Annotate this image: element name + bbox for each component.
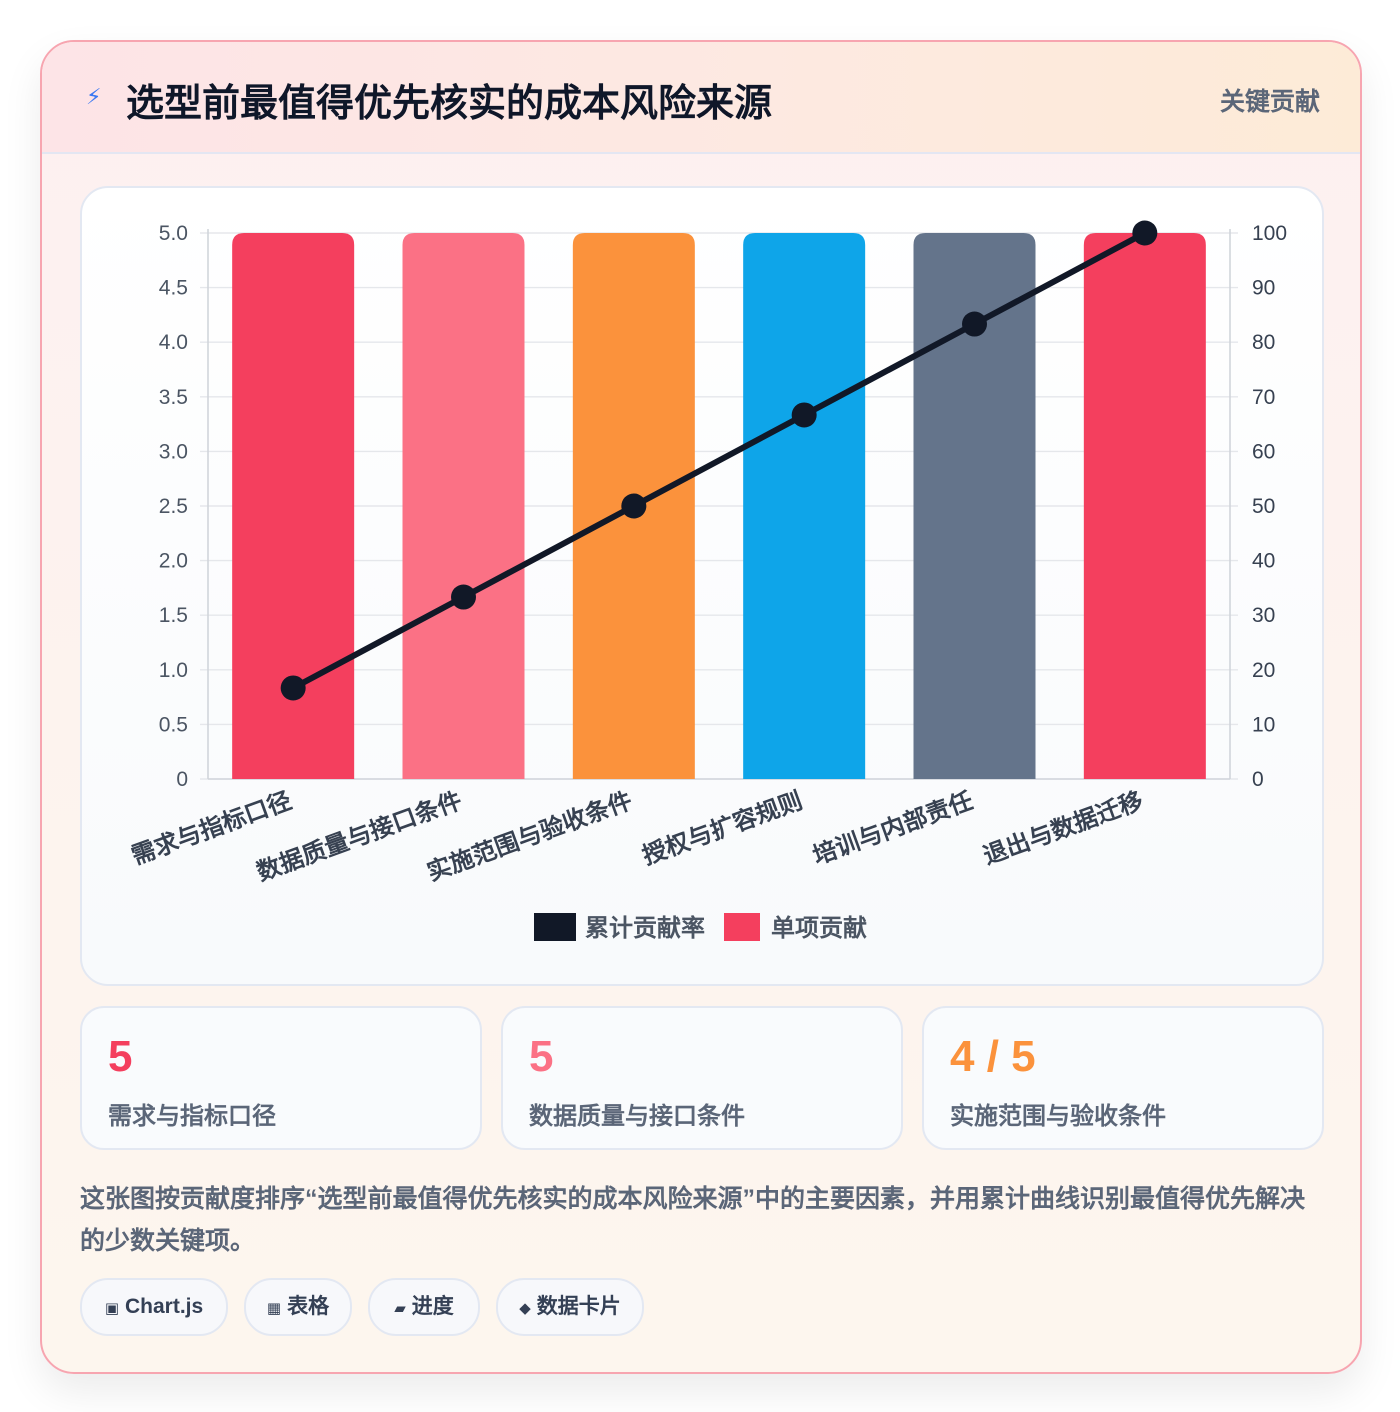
stat-value: 5 (529, 1032, 554, 1081)
bar (402, 233, 525, 779)
chart-panel: 0 0 0.5 10 1.0 20 1.5 30 2.0 40 2.5 50 3.0 60 3.5 70 4.0… (80, 186, 1324, 986)
y-tick-left: 1.5 (159, 604, 188, 627)
progress-icon: ▰ (394, 1300, 406, 1317)
legend-label-cumulative: 累计贡献率 (585, 914, 705, 942)
bar (1083, 233, 1206, 779)
y-tick-left: 3.5 (159, 386, 188, 409)
stat-card-2: 5 数据质量与接口条件 (501, 1006, 903, 1150)
y-tick-right: 80 (1252, 331, 1275, 354)
x-tick-label: 培训与内部责任 (809, 786, 976, 870)
stat-label: 需求与指标口径 (108, 1103, 276, 1130)
chip-chartjs[interactable]: ▣ Chart.js (80, 1278, 228, 1336)
x-tick-label: 授权与扩容规则 (639, 786, 806, 870)
diamond-icon: ◆ (519, 1300, 531, 1317)
y-tick-right: 50 (1252, 495, 1275, 518)
chart-card: ⚡ 选型前最值得优先核实的成本风险来源 关键贡献 0 0 0.5 10 1.0 20 1.5… (40, 40, 1362, 1374)
legend-swatch-cumulative (534, 913, 576, 941)
chip-progress[interactable]: ▰ 进度 (368, 1278, 480, 1336)
y-tick-right: 40 (1252, 550, 1275, 573)
y-tick-left: 5.0 (159, 222, 188, 245)
stat-label: 实施范围与验收条件 (950, 1103, 1166, 1130)
y-tick-left: 4.5 (159, 277, 188, 300)
cumulative-point (962, 311, 987, 337)
cumulative-point (280, 675, 306, 701)
cumulative-line (291, 230, 1147, 691)
cumulative-point (791, 402, 817, 428)
y-tick-left: 3.0 (159, 440, 188, 463)
stat-card-3: 4 / 5 实施范围与验收条件 (922, 1006, 1324, 1150)
stat-value: 4 / 5 (950, 1032, 1036, 1081)
cumulative-point (1132, 220, 1158, 246)
header-badge: 关键贡献 (1219, 88, 1320, 116)
stat-label: 数据质量与接口条件 (529, 1103, 745, 1130)
stat-card-1: 5 需求与指标口径 (80, 1006, 482, 1150)
chip-label: 数据卡片 (536, 1295, 621, 1318)
bar (232, 233, 355, 779)
y-tick-left: 4.0 (159, 331, 188, 354)
chip-label: Chart.js (125, 1295, 204, 1318)
y-tick-right: 10 (1252, 713, 1275, 736)
pareto-chart: 0 0 0.5 10 1.0 20 1.5 30 2.0 40 2.5 50 3.0 60 3.5 70 4.0… (128, 220, 1287, 942)
bolt-icon: ⚡ (86, 84, 102, 109)
card-header: ⚡ 选型前最值得优先核实的成本风险来源 关键贡献 (42, 42, 1360, 154)
y-tick-left: 1.0 (159, 659, 188, 682)
chart-icon: ▣ (104, 1300, 119, 1317)
y-tick-left: 0.5 (159, 713, 188, 736)
chip-label: 表格 (287, 1295, 330, 1318)
y-tick-right: 20 (1252, 659, 1275, 682)
y-tick-right: 100 (1252, 222, 1287, 245)
y-tick-right: 30 (1252, 604, 1275, 627)
table-icon: ▦ (266, 1300, 282, 1317)
chip-data-card[interactable]: ◆ 数据卡片 (496, 1278, 644, 1336)
chart-description: 这张图按贡献度排序“选型前最值得优先核实的成本风险来源”中的主要因素，并用累计曲… (80, 1185, 1306, 1255)
bar (913, 233, 1036, 779)
y-tick-right: 0 (1252, 768, 1264, 791)
chip-label: 进度 (411, 1295, 454, 1318)
page-title: 选型前最值得优先核实的成本风险来源 (126, 83, 773, 125)
y-tick-left: 2.0 (159, 550, 188, 573)
stat-value: 5 (108, 1032, 133, 1081)
bar (743, 233, 866, 779)
x-tick-label: 退出与数据迁移 (980, 787, 1147, 870)
chip-table[interactable]: ▦ 表格 (244, 1278, 352, 1336)
legend-swatch-single (724, 913, 760, 941)
y-tick-right: 70 (1252, 386, 1275, 409)
y-tick-left: 0 (176, 768, 188, 791)
y-tick-left: 2.5 (159, 495, 188, 518)
legend-label-single: 单项贡献 (771, 915, 867, 942)
cumulative-point (621, 493, 647, 519)
y-tick-right: 90 (1252, 277, 1275, 300)
cumulative-point (451, 584, 476, 610)
y-tick-right: 60 (1252, 440, 1275, 463)
